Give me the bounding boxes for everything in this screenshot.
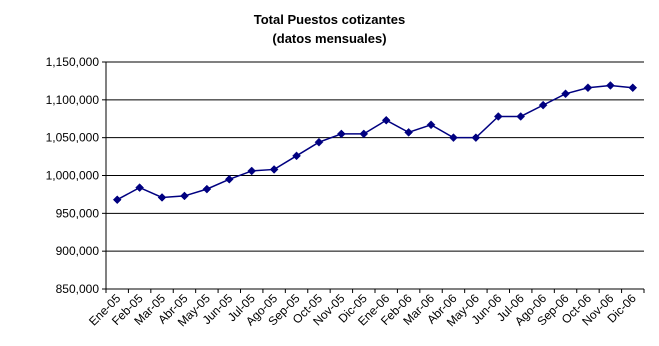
data-point xyxy=(404,128,413,137)
y-tick-label: 900,000 xyxy=(56,244,100,258)
y-tick-label: 1,150,000 xyxy=(46,55,100,69)
series-line xyxy=(116,84,633,201)
data-point xyxy=(538,100,548,110)
y-tick-label: 1,050,000 xyxy=(46,131,100,145)
y-tick-label: 1,000,000 xyxy=(46,169,100,183)
y-tick-label: 1,100,000 xyxy=(46,93,100,107)
data-point xyxy=(493,112,503,121)
data-point xyxy=(202,184,212,194)
chart-title: Total Puestos cotizantes xyxy=(253,12,406,27)
data-point xyxy=(516,112,526,121)
data-point xyxy=(583,83,593,93)
data-point xyxy=(337,129,346,139)
chart-subtitle: (datos mensuales) xyxy=(272,31,387,46)
data-point xyxy=(269,165,279,174)
data-point xyxy=(381,115,391,125)
data-point xyxy=(112,195,122,205)
data-point xyxy=(359,129,369,139)
data-point xyxy=(247,166,257,176)
data-point xyxy=(471,133,481,143)
data-point xyxy=(314,137,324,147)
data-point xyxy=(224,174,234,184)
data-point xyxy=(606,81,615,90)
y-tick-label: 850,000 xyxy=(56,282,100,296)
data-point xyxy=(292,151,301,161)
data-point xyxy=(135,183,144,192)
data-point xyxy=(561,89,570,99)
data-point xyxy=(628,83,638,93)
y-tick-label: 950,000 xyxy=(56,206,100,220)
data-point xyxy=(426,120,436,130)
data-point xyxy=(449,133,458,143)
data-point xyxy=(180,191,189,201)
data-point xyxy=(157,193,167,202)
